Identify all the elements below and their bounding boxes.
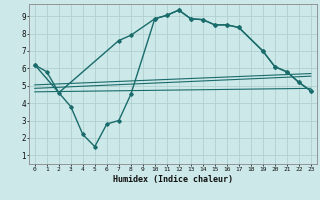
X-axis label: Humidex (Indice chaleur): Humidex (Indice chaleur) [113,175,233,184]
